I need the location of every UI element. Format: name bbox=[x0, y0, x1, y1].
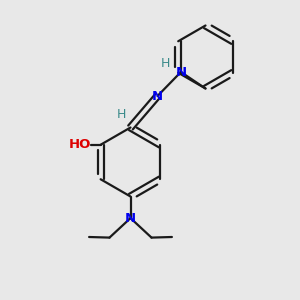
Text: HO: HO bbox=[68, 138, 91, 151]
Text: H: H bbox=[161, 57, 171, 70]
Text: N: N bbox=[175, 65, 187, 79]
Text: N: N bbox=[125, 212, 136, 225]
Text: N: N bbox=[152, 89, 163, 103]
Text: H: H bbox=[117, 107, 126, 121]
